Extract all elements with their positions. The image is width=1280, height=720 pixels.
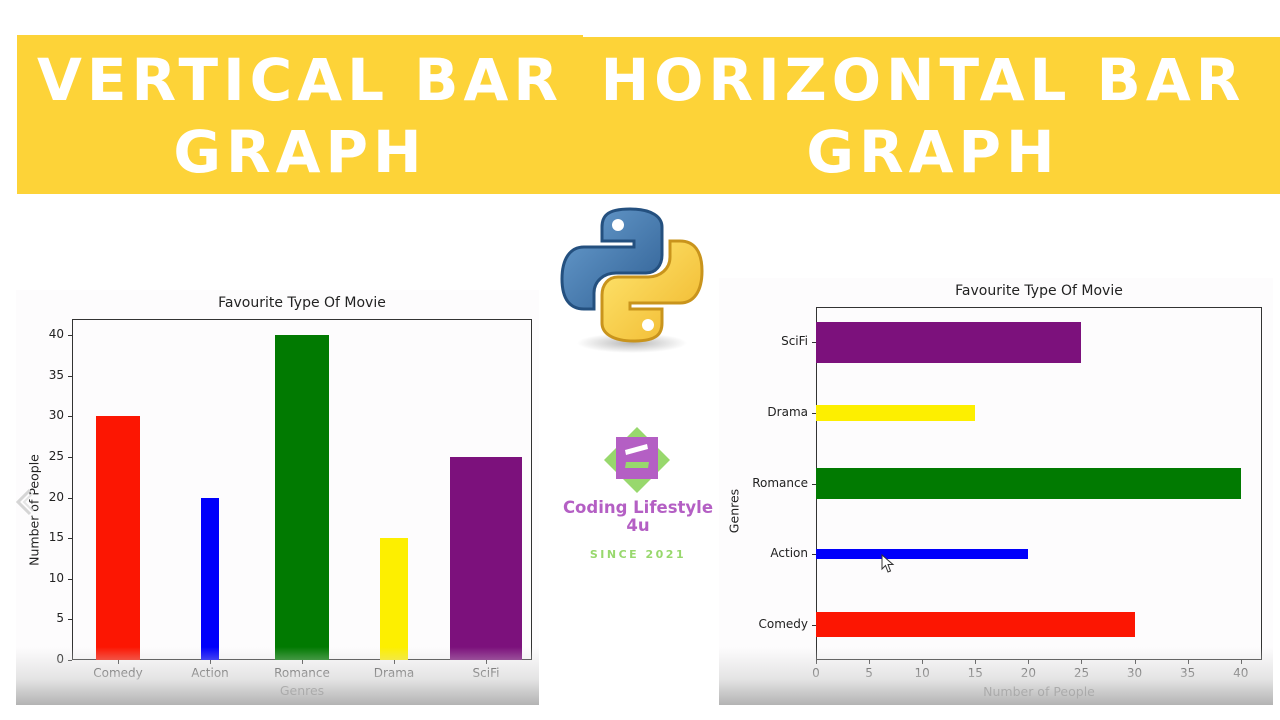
x-tick-mark bbox=[816, 660, 817, 664]
brand-name: Coding Lifestyle bbox=[562, 498, 714, 517]
vertical-bar-chart: Favourite Type Of Movie Comedy Action Roman… bbox=[16, 290, 539, 705]
x-tick-mark bbox=[1240, 660, 1242, 664]
bar-comedy bbox=[816, 612, 1135, 637]
x-tick-label: 35 bbox=[1180, 666, 1196, 680]
x-tick-label: 25 bbox=[1073, 666, 1090, 680]
y-tick-label: 15 bbox=[48, 530, 64, 545]
y-tick-mark bbox=[812, 624, 816, 626]
x-tick-mark bbox=[869, 660, 871, 664]
x-tick-label: Action bbox=[191, 666, 229, 680]
bar-comedy bbox=[96, 416, 140, 660]
y-tick-label: 10 bbox=[48, 570, 64, 585]
x-tick-mark bbox=[922, 660, 924, 664]
brand-name-suffix: 4u bbox=[626, 516, 650, 535]
banner-right-line1: HORIZONTAL BAR bbox=[600, 46, 1246, 114]
bar-scifi bbox=[450, 457, 522, 660]
y-tick-label: Drama bbox=[767, 404, 808, 419]
coding-lifestyle-logo-icon bbox=[604, 427, 670, 493]
x-tick-label: 20 bbox=[1020, 666, 1037, 680]
y-tick-label: 5 bbox=[56, 611, 64, 626]
x-tick-label: Romance bbox=[274, 666, 330, 680]
bar-romance bbox=[816, 468, 1241, 499]
x-tick-mark bbox=[118, 660, 119, 664]
x-tick-label: 10 bbox=[914, 666, 930, 680]
y-axis-label: Genres bbox=[726, 488, 742, 533]
y-tick-mark bbox=[68, 538, 72, 540]
x-tick-mark bbox=[1028, 660, 1030, 664]
python-logo-icon bbox=[560, 207, 704, 353]
mouse-pointer-icon bbox=[881, 554, 895, 573]
x-tick-label: Drama bbox=[373, 666, 415, 680]
y-tick-label: SciFi bbox=[781, 334, 808, 349]
y-tick-mark bbox=[68, 416, 72, 418]
banner-right-line2: GRAPH bbox=[806, 118, 1060, 186]
x-tick-label: 30 bbox=[1126, 666, 1143, 680]
x-tick-mark bbox=[1187, 660, 1189, 664]
y-tick-mark bbox=[812, 554, 816, 556]
y-tick-mark bbox=[812, 412, 816, 414]
y-tick-mark bbox=[68, 457, 72, 459]
x-tick-label: SciFi bbox=[472, 666, 500, 680]
horizontal-bar-chart: Favourite Type Of Movie Comedy Action Roman… bbox=[719, 278, 1273, 705]
x-tick-label: 5 bbox=[865, 666, 873, 680]
x-tick-label: 0 bbox=[812, 666, 820, 680]
y-tick-mark bbox=[68, 335, 72, 337]
y-tick-label: Comedy bbox=[758, 616, 808, 631]
x-tick-label: 15 bbox=[967, 666, 983, 680]
banner-vertical bbox=[17, 35, 583, 194]
x-tick-mark bbox=[1134, 660, 1136, 664]
bar-drama bbox=[816, 404, 976, 422]
y-tick-label: 35 bbox=[48, 367, 64, 382]
y-tick-label: Romance bbox=[752, 475, 808, 490]
y-tick-mark bbox=[68, 660, 72, 661]
y-tick-mark bbox=[68, 375, 72, 377]
bar-drama bbox=[379, 538, 409, 660]
x-tick-mark bbox=[302, 660, 303, 664]
x-tick-mark bbox=[394, 660, 395, 664]
x-tick-label: 40 bbox=[1233, 666, 1249, 680]
brand-since: SINCE 2021 bbox=[589, 548, 687, 561]
y-tick-label: Action bbox=[770, 546, 808, 561]
banner-horizontal bbox=[583, 37, 1280, 194]
chart-title: Favourite Type Of Movie bbox=[218, 295, 386, 311]
y-tick-label: 25 bbox=[48, 449, 64, 464]
y-tick-label: 20 bbox=[48, 489, 64, 504]
x-axis-label: Number of People bbox=[983, 684, 1095, 699]
chevron-left-icon[interactable] bbox=[14, 488, 34, 516]
bar-action bbox=[201, 497, 219, 660]
banner-left-line2: GRAPH bbox=[173, 118, 427, 186]
x-tick-mark bbox=[210, 660, 211, 664]
y-tick-mark bbox=[68, 497, 72, 499]
y-tick-mark bbox=[812, 342, 816, 344]
x-tick-mark bbox=[975, 660, 977, 664]
x-tick-label: Comedy bbox=[93, 666, 143, 680]
bar-action bbox=[816, 548, 1029, 560]
y-tick-mark bbox=[68, 619, 72, 621]
x-tick-mark bbox=[486, 660, 487, 664]
y-tick-mark bbox=[68, 578, 72, 580]
banner-left-line1: VERTICAL BAR bbox=[36, 46, 564, 114]
y-tick-label: 40 bbox=[48, 327, 64, 342]
y-tick-label: 0 bbox=[56, 652, 64, 666]
bar-romance bbox=[275, 335, 329, 660]
x-axis-label: Genres bbox=[279, 683, 325, 698]
x-tick-mark bbox=[1081, 660, 1083, 664]
y-tick-mark bbox=[812, 483, 816, 485]
y-tick-label: 30 bbox=[48, 408, 64, 423]
bar-scifi bbox=[816, 321, 1082, 363]
chart-title: Favourite Type Of Movie bbox=[955, 283, 1123, 299]
